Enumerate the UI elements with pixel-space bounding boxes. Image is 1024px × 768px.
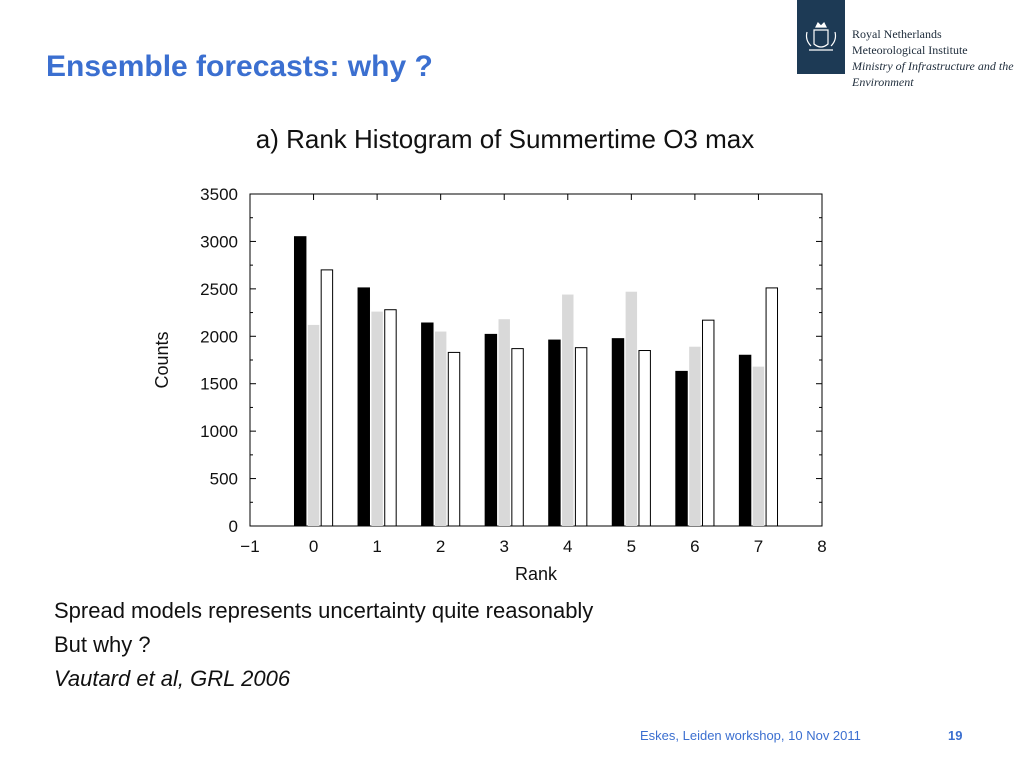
bar-series-1-rank-5 <box>611 338 625 527</box>
page-number: 19 <box>948 728 963 743</box>
bar-series-3-rank-1 <box>384 309 397 527</box>
x-tick-label: −1 <box>240 537 259 556</box>
y-tick-label: 0 <box>229 517 238 536</box>
y-tick-label: 1500 <box>200 375 238 394</box>
bar-series-1-rank-7 <box>738 354 752 527</box>
bar-series-1-rank-4 <box>548 339 561 527</box>
y-tick-label: 3500 <box>200 185 238 204</box>
bar-series-3-rank-4 <box>574 347 588 527</box>
x-tick-label: 1 <box>372 537 381 556</box>
bar-series-3-rank-5 <box>638 350 651 527</box>
bar-series-3-rank-6 <box>702 319 715 527</box>
bar-series-2-rank-5 <box>625 291 638 526</box>
logo-text: Royal Netherlands Meteorological Institu… <box>852 26 1024 90</box>
body-line-3: Vautard et al, GRL 2006 <box>54 666 291 691</box>
coat-of-arms-icon <box>797 0 845 74</box>
bar-series-1-rank-6 <box>675 370 688 527</box>
x-tick-label: 0 <box>309 537 318 556</box>
body-line-2: But why ? <box>54 632 151 657</box>
footer-text: Eskes, Leiden workshop, 10 Nov 2011 <box>640 728 861 743</box>
logo-line-1: Royal Netherlands <box>852 27 942 41</box>
y-tick-label: 2000 <box>200 327 238 346</box>
bar-series-2-rank-6 <box>689 346 701 526</box>
rank-histogram-chart: a) Rank Histogram of Summertime O3 max 0… <box>152 124 827 584</box>
bar-series-3-rank-0 <box>320 269 334 527</box>
bar-series-2-rank-1 <box>371 311 383 526</box>
knmi-logo: Royal Netherlands Meteorological Institu… <box>797 0 1024 96</box>
bar-series-3-rank-7 <box>765 287 779 527</box>
bar-series-1-rank-1 <box>357 287 370 527</box>
bar-series-2-rank-4 <box>562 294 574 526</box>
y-tick-label: 500 <box>210 470 238 489</box>
logo-line-3: Ministry of Infrastructure and the <box>852 59 1014 73</box>
x-tick-label: 8 <box>817 537 826 556</box>
x-axis-label: Rank <box>515 564 558 584</box>
body-text: Spread models represents uncertainty qui… <box>54 594 593 696</box>
x-tick-label: 3 <box>499 537 508 556</box>
bar-series-2-rank-3 <box>498 319 510 526</box>
x-tick-label: 2 <box>436 537 445 556</box>
y-tick-label: 1000 <box>200 422 238 441</box>
y-tick-label: 2500 <box>200 280 238 299</box>
bar-series-1-rank-3 <box>484 333 498 527</box>
x-tick-label: 4 <box>563 537 572 556</box>
slide-title: Ensemble forecasts: why ? <box>46 50 433 83</box>
x-tick-label: 5 <box>627 537 636 556</box>
bar-series-1-rank-2 <box>421 322 434 527</box>
plot-frame <box>249 193 823 527</box>
body-line-1: Spread models represents uncertainty qui… <box>54 598 594 623</box>
x-tick-label: 7 <box>754 537 763 556</box>
bar-series-2-rank-0 <box>307 324 320 526</box>
logo-line-4: Environment <box>852 75 914 89</box>
y-tick-label: 3000 <box>200 232 238 251</box>
logo-line-2: Meteorological Institute <box>852 43 968 57</box>
bar-series-2-rank-2 <box>434 331 447 526</box>
bar-series-3-rank-2 <box>447 351 461 527</box>
bar-series-2-rank-7 <box>752 366 765 526</box>
bar-series-3-rank-3 <box>511 348 524 527</box>
bar-series-1-rank-0 <box>293 236 307 527</box>
x-tick-label: 6 <box>690 537 699 556</box>
chart-title: a) Rank Histogram of Summertime O3 max <box>256 124 754 154</box>
y-axis-label: Counts <box>152 331 172 388</box>
